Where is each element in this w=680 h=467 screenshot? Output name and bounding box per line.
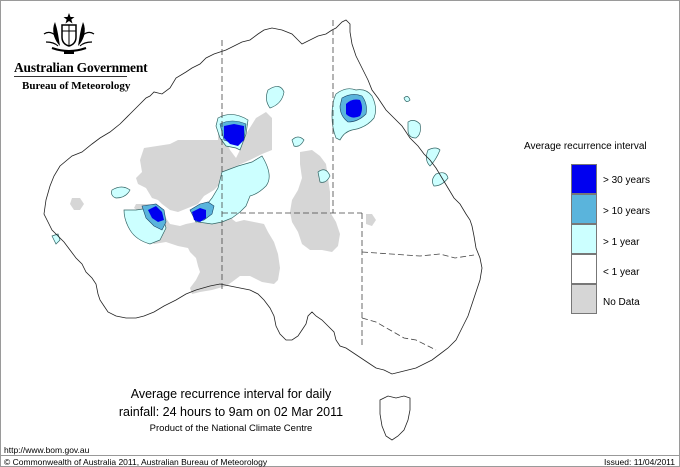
map-caption-product: Product of the National Climate Centre — [149, 423, 313, 434]
legend-label-over-30-years: > 30 years — [603, 175, 650, 186]
legend-swatch-no-data — [571, 284, 597, 314]
map-caption-line-2: rainfall: 24 hours to 9am on 02 Mar 2011 — [118, 405, 344, 419]
issued-date: Issued: 11/04/2011 — [603, 457, 675, 467]
coastline — [43, 19, 483, 441]
legend-label-under-1-year: < 1 year — [603, 267, 640, 278]
header-divider — [14, 76, 127, 77]
agency-title: Bureau of Meteorology — [22, 80, 131, 92]
legend-swatch-over-1-year — [571, 224, 597, 254]
footer-divider — [0, 455, 680, 456]
legend-label-over-10-years: > 10 years — [603, 206, 650, 217]
bom-url-link[interactable]: http://www.bom.gov.au — [4, 445, 90, 455]
over-1-year-regions — [51, 86, 449, 245]
legend-swatch-over-10-years — [571, 194, 597, 224]
map-caption-line-1: Average recurrence interval for daily — [130, 387, 332, 401]
state-borders — [221, 20, 475, 351]
legend-label-over-1-year: > 1 year — [603, 237, 640, 248]
coat-of-arms-icon — [43, 13, 95, 54]
legend-swatch-over-30-years — [571, 164, 597, 194]
legend-swatch-under-1-year — [571, 254, 597, 284]
copyright-notice: © Commonwealth of Australia 2011, Austra… — [4, 457, 268, 467]
legend-label-no-data: No Data — [603, 297, 640, 308]
government-title: Australian Government — [14, 60, 148, 75]
legend-title: Average recurrence interval — [524, 141, 647, 152]
over-30-years-regions — [148, 99, 362, 222]
